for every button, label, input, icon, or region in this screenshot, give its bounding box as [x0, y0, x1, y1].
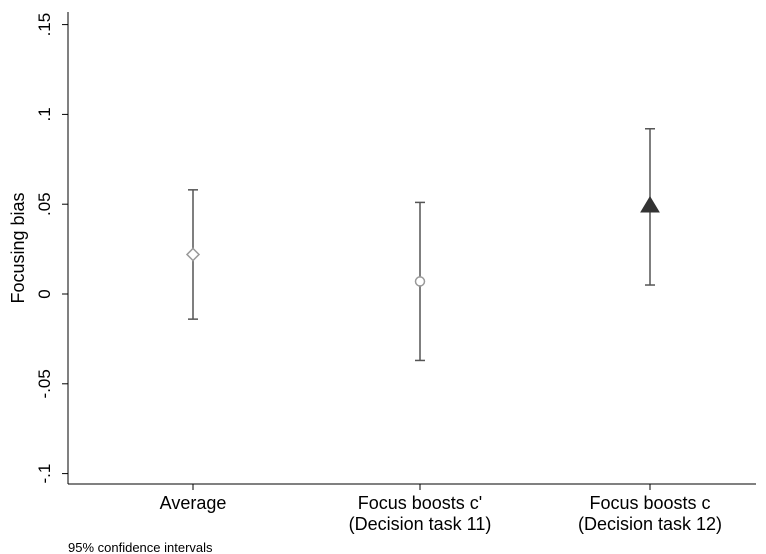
- y-tick-label: .15: [35, 13, 54, 37]
- chart-marks: [185, 128, 660, 362]
- y-axis: -.1 -.05 0 .05 .1 .15: [35, 12, 69, 484]
- x-tick-label: (Decision task 11): [349, 514, 492, 534]
- x-tick-label: Average: [160, 493, 227, 513]
- y-axis-title: Focusing bias: [8, 192, 28, 303]
- point-marker-circle: [414, 276, 426, 287]
- y-tick-label: -.1: [35, 464, 54, 484]
- x-tick-label: (Decision task 12): [578, 514, 722, 534]
- y-tick-label: -.05: [35, 369, 54, 398]
- y-tick-label: .05: [35, 192, 54, 216]
- x-tick-label: Focus boosts c': [358, 493, 483, 513]
- point-marker-triangle: [640, 196, 660, 213]
- y-tick-label: .1: [35, 107, 54, 121]
- point-marker-diamond: [185, 247, 201, 262]
- y-tick-label: 0: [35, 289, 54, 298]
- chart-note: 95% confidence intervals: [68, 540, 213, 554]
- x-axis: Average Focus boosts c'(Decision task 11)…: [68, 483, 756, 534]
- x-tick-label: Focus boosts c: [589, 493, 710, 513]
